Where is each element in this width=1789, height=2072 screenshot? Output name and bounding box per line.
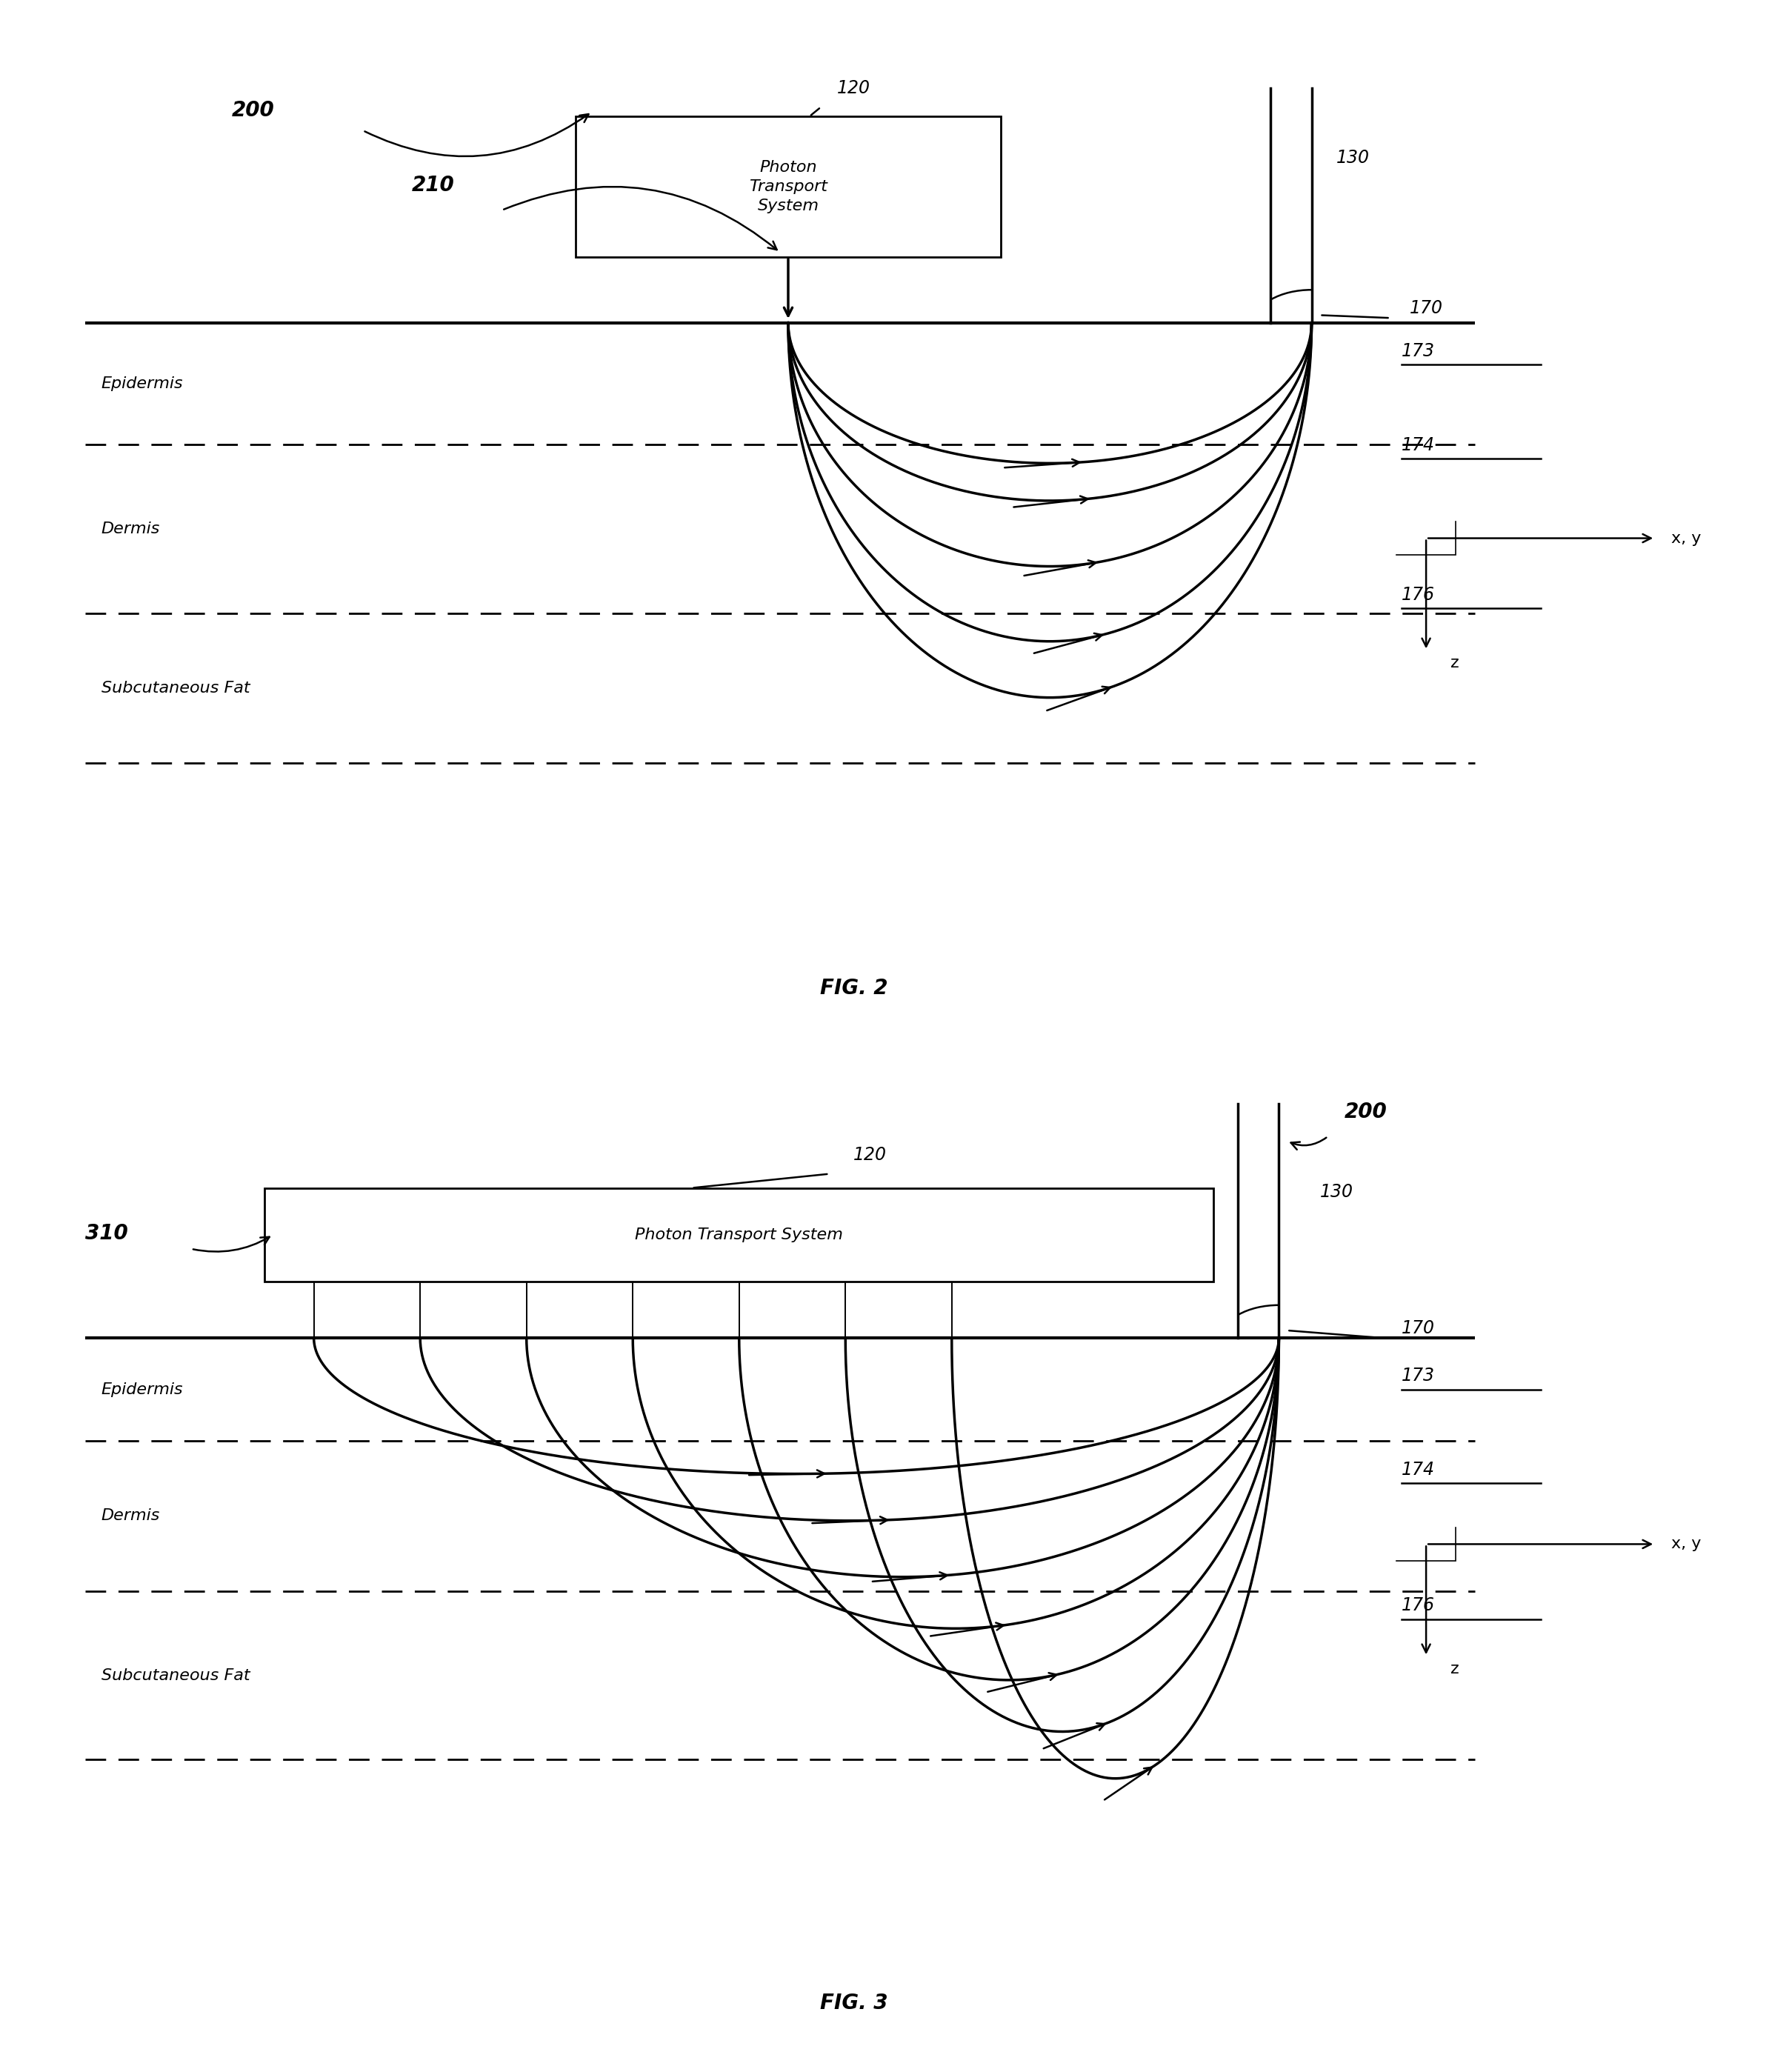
Text: x, y: x, y [1671, 1537, 1701, 1552]
Text: 130: 130 [1320, 1183, 1352, 1202]
Text: Dermis: Dermis [102, 522, 159, 537]
Text: 200: 200 [233, 99, 276, 120]
Text: 130: 130 [1336, 149, 1369, 168]
Text: FIG. 3: FIG. 3 [819, 1993, 887, 2014]
Text: Epidermis: Epidermis [102, 1382, 182, 1397]
Text: 174: 174 [1401, 435, 1435, 454]
Text: 200: 200 [1344, 1102, 1386, 1123]
Text: z: z [1451, 1662, 1460, 1676]
Text: 120: 120 [853, 1146, 887, 1164]
Text: FIG. 2: FIG. 2 [819, 978, 887, 999]
Text: z: z [1451, 655, 1460, 669]
Text: 120: 120 [837, 79, 871, 97]
Text: 176: 176 [1401, 1598, 1435, 1614]
Text: 170: 170 [1410, 298, 1444, 317]
Text: 174: 174 [1401, 1461, 1435, 1479]
Bar [576, 116, 1000, 257]
Text: 173: 173 [1401, 342, 1435, 361]
Bar [265, 1187, 1213, 1283]
Text: Dermis: Dermis [102, 1508, 159, 1523]
Text: 173: 173 [1401, 1368, 1435, 1384]
Text: Photon Transport System: Photon Transport System [635, 1227, 843, 1243]
Text: 176: 176 [1401, 586, 1435, 603]
Text: x, y: x, y [1671, 530, 1701, 545]
Text: 310: 310 [84, 1222, 127, 1243]
Text: 170: 170 [1401, 1320, 1435, 1336]
Text: Epidermis: Epidermis [102, 377, 182, 392]
Text: 210: 210 [411, 176, 454, 197]
Text: Subcutaneous Fat: Subcutaneous Fat [102, 1668, 250, 1682]
Text: Photon
Transport
System: Photon Transport System [750, 160, 828, 213]
Text: Subcutaneous Fat: Subcutaneous Fat [102, 682, 250, 696]
